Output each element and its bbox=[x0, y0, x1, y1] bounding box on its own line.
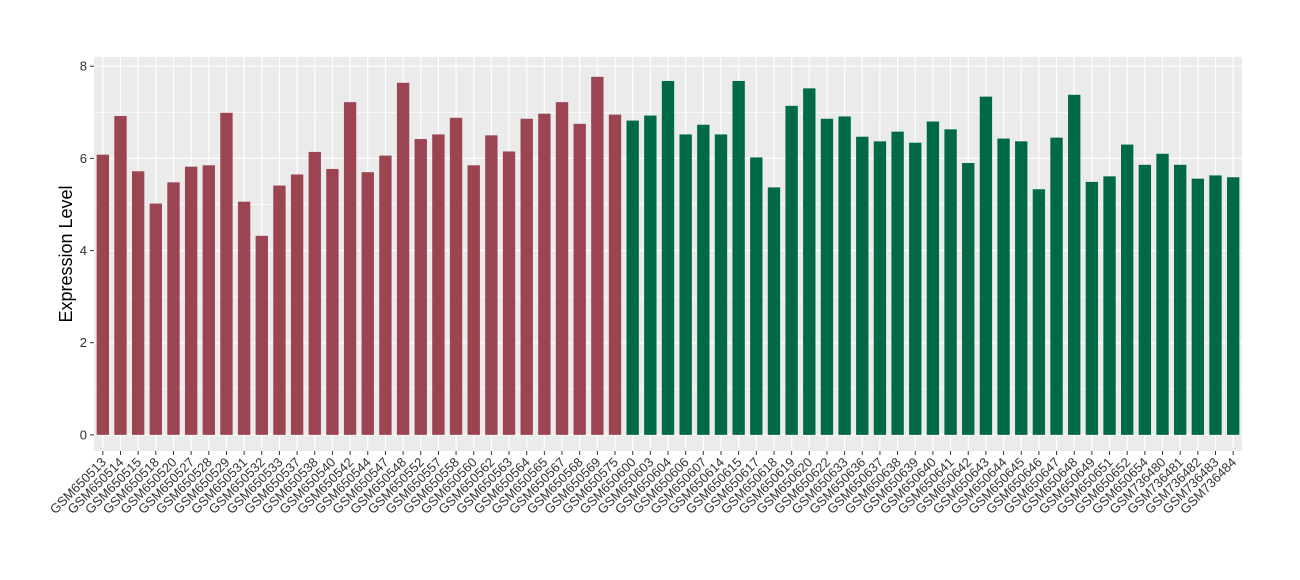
bar-GSM650642 bbox=[962, 162, 975, 435]
bar-GSM650544 bbox=[361, 172, 374, 435]
bar-GSM650604 bbox=[661, 80, 675, 435]
bar-GSM650528 bbox=[202, 165, 215, 435]
bar-GSM650606 bbox=[679, 134, 692, 435]
bar-GSM736480 bbox=[1156, 153, 1169, 435]
bar-GSM650637 bbox=[873, 141, 887, 435]
bar-GSM650537 bbox=[290, 174, 304, 435]
bar-GSM650514 bbox=[114, 115, 127, 435]
bar-GSM650647 bbox=[1050, 137, 1063, 435]
bar-GSM650533 bbox=[273, 185, 286, 435]
y-tick-label: 4 bbox=[80, 243, 87, 258]
bar-GSM650636 bbox=[856, 136, 869, 435]
y-tick-label: 0 bbox=[80, 427, 87, 442]
bar-GSM650532 bbox=[255, 235, 268, 435]
bar-GSM650648 bbox=[1068, 94, 1081, 435]
bar-GSM650513 bbox=[96, 154, 110, 435]
bar-GSM650562 bbox=[485, 135, 498, 435]
bar-GSM650643 bbox=[979, 96, 993, 435]
bar-GSM650641 bbox=[944, 129, 957, 435]
y-axis: 0 2 4 6 8 bbox=[80, 59, 94, 442]
bar-GSM650540 bbox=[326, 168, 339, 435]
bar-GSM650617 bbox=[750, 157, 763, 435]
bar-GSM650557 bbox=[432, 134, 445, 435]
bar-GSM650527 bbox=[184, 166, 198, 435]
bar-GSM650654 bbox=[1138, 164, 1152, 435]
bar-GSM650645 bbox=[1015, 141, 1028, 435]
bars bbox=[96, 76, 1240, 435]
bar-GSM650644 bbox=[997, 138, 1010, 435]
bar-GSM650520 bbox=[167, 182, 180, 435]
bar-GSM650622 bbox=[820, 118, 834, 435]
bar-GSM650651 bbox=[1103, 176, 1116, 435]
bar-GSM650531 bbox=[237, 201, 251, 435]
y-tick-label: 2 bbox=[80, 335, 87, 350]
bar-GSM650638 bbox=[891, 131, 904, 435]
bar-GSM736484 bbox=[1226, 177, 1240, 435]
bar-GSM650563 bbox=[502, 151, 516, 435]
bar-GSM650542 bbox=[343, 102, 357, 435]
bar-GSM650646 bbox=[1032, 189, 1046, 435]
bar-GSM650652 bbox=[1121, 144, 1134, 435]
bar-GSM650603 bbox=[644, 115, 657, 435]
y-axis-label: Expression Level bbox=[56, 185, 76, 322]
y-tick-label: 6 bbox=[80, 151, 87, 166]
bar-GSM650575 bbox=[608, 114, 622, 435]
bar-GSM650619 bbox=[785, 105, 798, 435]
bar-GSM650547 bbox=[379, 155, 392, 435]
bar-GSM650568 bbox=[573, 123, 586, 435]
bar-GSM650614 bbox=[714, 134, 728, 435]
bar-GSM650600 bbox=[626, 120, 639, 435]
bar-GSM650567 bbox=[555, 102, 569, 435]
bar-GSM650639 bbox=[909, 142, 922, 435]
x-axis: GSM650513GSM650514GSM650515GSM650518GSM6… bbox=[47, 451, 1239, 517]
bar-GSM650620 bbox=[803, 88, 816, 435]
bar-GSM650564 bbox=[520, 118, 533, 435]
bar-GSM650560 bbox=[467, 165, 480, 435]
bar-GSM736481 bbox=[1174, 164, 1187, 435]
bar-GSM650529 bbox=[220, 112, 233, 435]
bar-GSM736482 bbox=[1191, 178, 1205, 435]
bar-GSM650633 bbox=[838, 116, 851, 435]
bar-GSM650618 bbox=[767, 187, 781, 435]
bar-GSM650615 bbox=[732, 80, 745, 435]
bar-GSM650552 bbox=[414, 139, 427, 435]
bar-GSM650558 bbox=[449, 117, 463, 435]
y-tick-label: 8 bbox=[80, 59, 87, 74]
bar-GSM650569 bbox=[591, 76, 604, 435]
bar-GSM736483 bbox=[1209, 175, 1222, 435]
bar-GSM650518 bbox=[149, 203, 162, 435]
bar-GSM650538 bbox=[308, 151, 321, 435]
bar-GSM650640 bbox=[926, 121, 940, 435]
bar-GSM650548 bbox=[396, 82, 410, 435]
bar-GSM650565 bbox=[538, 113, 551, 435]
bar-GSM650649 bbox=[1085, 181, 1099, 435]
bar-GSM650515 bbox=[131, 171, 145, 435]
bar-GSM650607 bbox=[697, 124, 710, 435]
